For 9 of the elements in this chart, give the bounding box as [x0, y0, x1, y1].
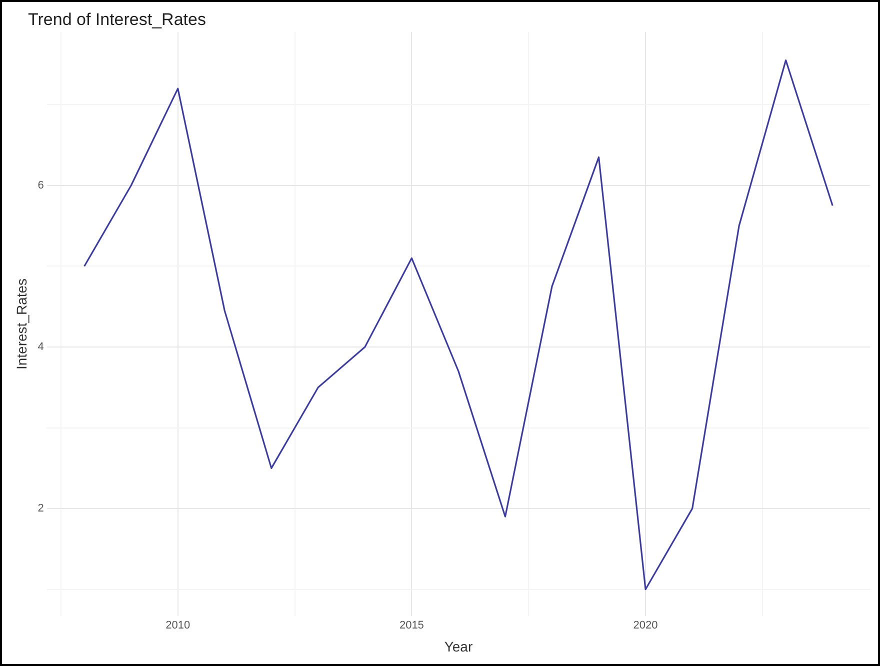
y-tick-label: 4 [38, 341, 44, 354]
y-tick-label: 6 [38, 180, 44, 192]
chart-title: Trend of Interest_Rates [28, 10, 206, 30]
x-axis-title: Year [444, 638, 473, 654]
x-tick-label: 2015 [399, 620, 424, 632]
x-tick-label: 2020 [633, 620, 658, 632]
y-tick-label: 2 [38, 502, 44, 515]
x-tick-label: 2010 [166, 620, 190, 632]
y-axis-title: Interest_Rates [13, 278, 30, 370]
